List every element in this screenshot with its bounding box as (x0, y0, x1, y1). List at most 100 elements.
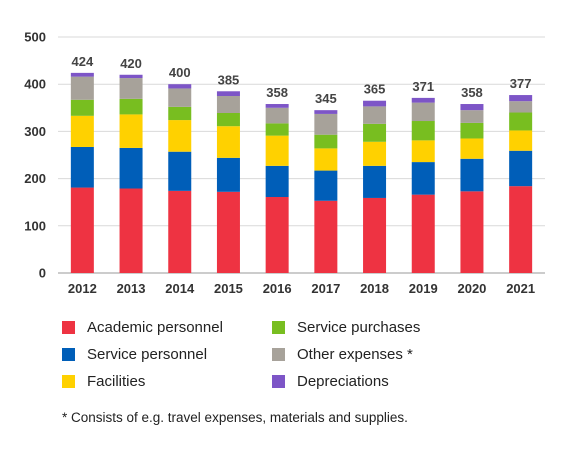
x-tick-label: 2014 (165, 281, 195, 296)
stacked-bar-chart: 0 100 200 300 400 500 424 420 400 385 358 345 365 37… (24, 30, 545, 296)
legend-label: Facilities (87, 372, 146, 390)
bar-segment-depreciations (411, 97, 435, 103)
y-tick-label: 400 (24, 77, 46, 92)
bar-segment-other-expenses (168, 88, 192, 107)
bar-segment-service-personnel (314, 170, 338, 201)
legend-swatch (272, 320, 285, 334)
bar-segment-depreciations (265, 104, 289, 108)
bar-segment-service-purchases (460, 122, 484, 139)
total-label: 385 (218, 72, 240, 87)
x-tick-label: 2017 (311, 281, 340, 296)
legend-swatch (62, 374, 75, 388)
legend-swatch (62, 320, 75, 334)
y-tick-label: 500 (24, 30, 46, 45)
bar-segment-academic-personnel (363, 197, 387, 273)
total-label: 371 (412, 79, 434, 94)
bar-segment-academic-personnel (119, 188, 143, 273)
bar-segment-facilities (70, 115, 94, 147)
footnote: * Consists of e.g. travel expenses, mate… (62, 410, 408, 425)
total-label: 400 (169, 65, 191, 80)
bar-segment-other-expenses (216, 96, 240, 113)
bar-segment-academic-personnel (216, 191, 240, 273)
bar-segment-service-personnel (70, 146, 94, 188)
bar-segment-depreciations (70, 72, 94, 77)
x-tick-label: 2018 (360, 281, 389, 296)
total-label: 377 (510, 76, 532, 91)
bar-segment-facilities (168, 120, 192, 152)
bar-segment-academic-personnel (314, 200, 338, 273)
bar-segment-service-purchases (265, 123, 289, 136)
y-tick-label: 300 (24, 124, 46, 139)
bar-segment-other-expenses (509, 101, 533, 113)
bar-segment-facilities (363, 141, 387, 166)
bars (70, 72, 533, 273)
bar-segment-other-expenses (119, 78, 143, 99)
total-label: 424 (71, 54, 93, 69)
bar-segment-depreciations (216, 91, 240, 96)
x-tick-label: 2019 (409, 281, 438, 296)
bar-segment-service-purchases (216, 112, 240, 127)
legend-label: Service purchases (297, 318, 421, 336)
legend-label: Academic personnel (87, 318, 223, 336)
total-label: 358 (461, 85, 483, 100)
bar-segment-service-personnel (460, 158, 484, 192)
legend-swatch (272, 347, 285, 361)
legend-item: Facilities (62, 372, 272, 390)
bar-segment-depreciations (119, 74, 143, 79)
bar-segment-facilities (119, 114, 143, 148)
bar-segment-service-purchases (119, 98, 143, 115)
legend-item: Other expenses * (272, 345, 482, 363)
bar-segment-service-personnel (411, 162, 435, 195)
x-axis-ticks: 2012 2013 2014 2015 2016 2017 2018 2019 2020 2021 (68, 281, 535, 296)
bar-segment-academic-personnel (460, 191, 484, 273)
bar-segment-academic-personnel (509, 186, 533, 273)
bar-segment-service-purchases (314, 134, 338, 149)
bar-segment-facilities (314, 148, 338, 171)
legend-label: Other expenses * (297, 345, 413, 363)
legend-item: Service personnel (62, 345, 272, 363)
bar-segment-facilities (411, 140, 435, 163)
legend-label: Service personnel (87, 345, 208, 363)
y-axis-ticks: 0 100 200 300 400 500 (24, 30, 46, 281)
bar-segment-service-personnel (509, 150, 533, 187)
bar-segment-depreciations (509, 95, 533, 102)
bar-segment-academic-personnel (411, 194, 435, 273)
bar-segment-depreciations (168, 84, 192, 89)
bar-segment-service-purchases (70, 99, 94, 116)
y-tick-label: 100 (24, 218, 46, 233)
y-tick-label: 200 (24, 171, 46, 186)
bar-segment-service-personnel (265, 165, 289, 198)
bar-segment-facilities (265, 135, 289, 166)
bar-segment-other-expenses (314, 113, 338, 135)
bar-segment-depreciations (314, 110, 338, 114)
bar-segment-facilities (216, 126, 240, 158)
x-tick-label: 2012 (68, 281, 97, 296)
legend-item: Academic personnel (62, 318, 272, 336)
bar-segment-other-expenses (411, 102, 435, 122)
bar-segment-service-purchases (168, 106, 192, 121)
bar-segment-other-expenses (70, 76, 94, 100)
bar-segment-service-purchases (411, 121, 435, 141)
legend-item: Depreciations (272, 372, 482, 390)
x-tick-label: 2020 (457, 281, 486, 296)
total-label: 345 (315, 91, 337, 106)
y-tick-label: 0 (39, 266, 46, 281)
bar-segment-other-expenses (363, 106, 387, 124)
legend-item: Service purchases (272, 318, 482, 336)
total-label: 420 (120, 56, 142, 71)
bar-segment-service-personnel (363, 165, 387, 198)
bar-segment-service-personnel (168, 151, 192, 191)
bar-segment-service-purchases (363, 123, 387, 142)
bar-segment-academic-personnel (265, 197, 289, 273)
x-tick-label: 2016 (263, 281, 292, 296)
bar-segment-other-expenses (265, 107, 289, 124)
total-label: 358 (266, 85, 288, 100)
bar-segment-service-personnel (216, 157, 240, 192)
bar-segment-depreciations (460, 104, 484, 111)
bar-segment-service-purchases (509, 112, 533, 131)
legend-label: Depreciations (297, 372, 389, 390)
legend-swatch (62, 347, 75, 361)
bar-segment-facilities (509, 130, 533, 151)
bar-segment-academic-personnel (168, 190, 192, 273)
chart-legend: Academic personnel Service purchases Servi… (62, 318, 482, 390)
